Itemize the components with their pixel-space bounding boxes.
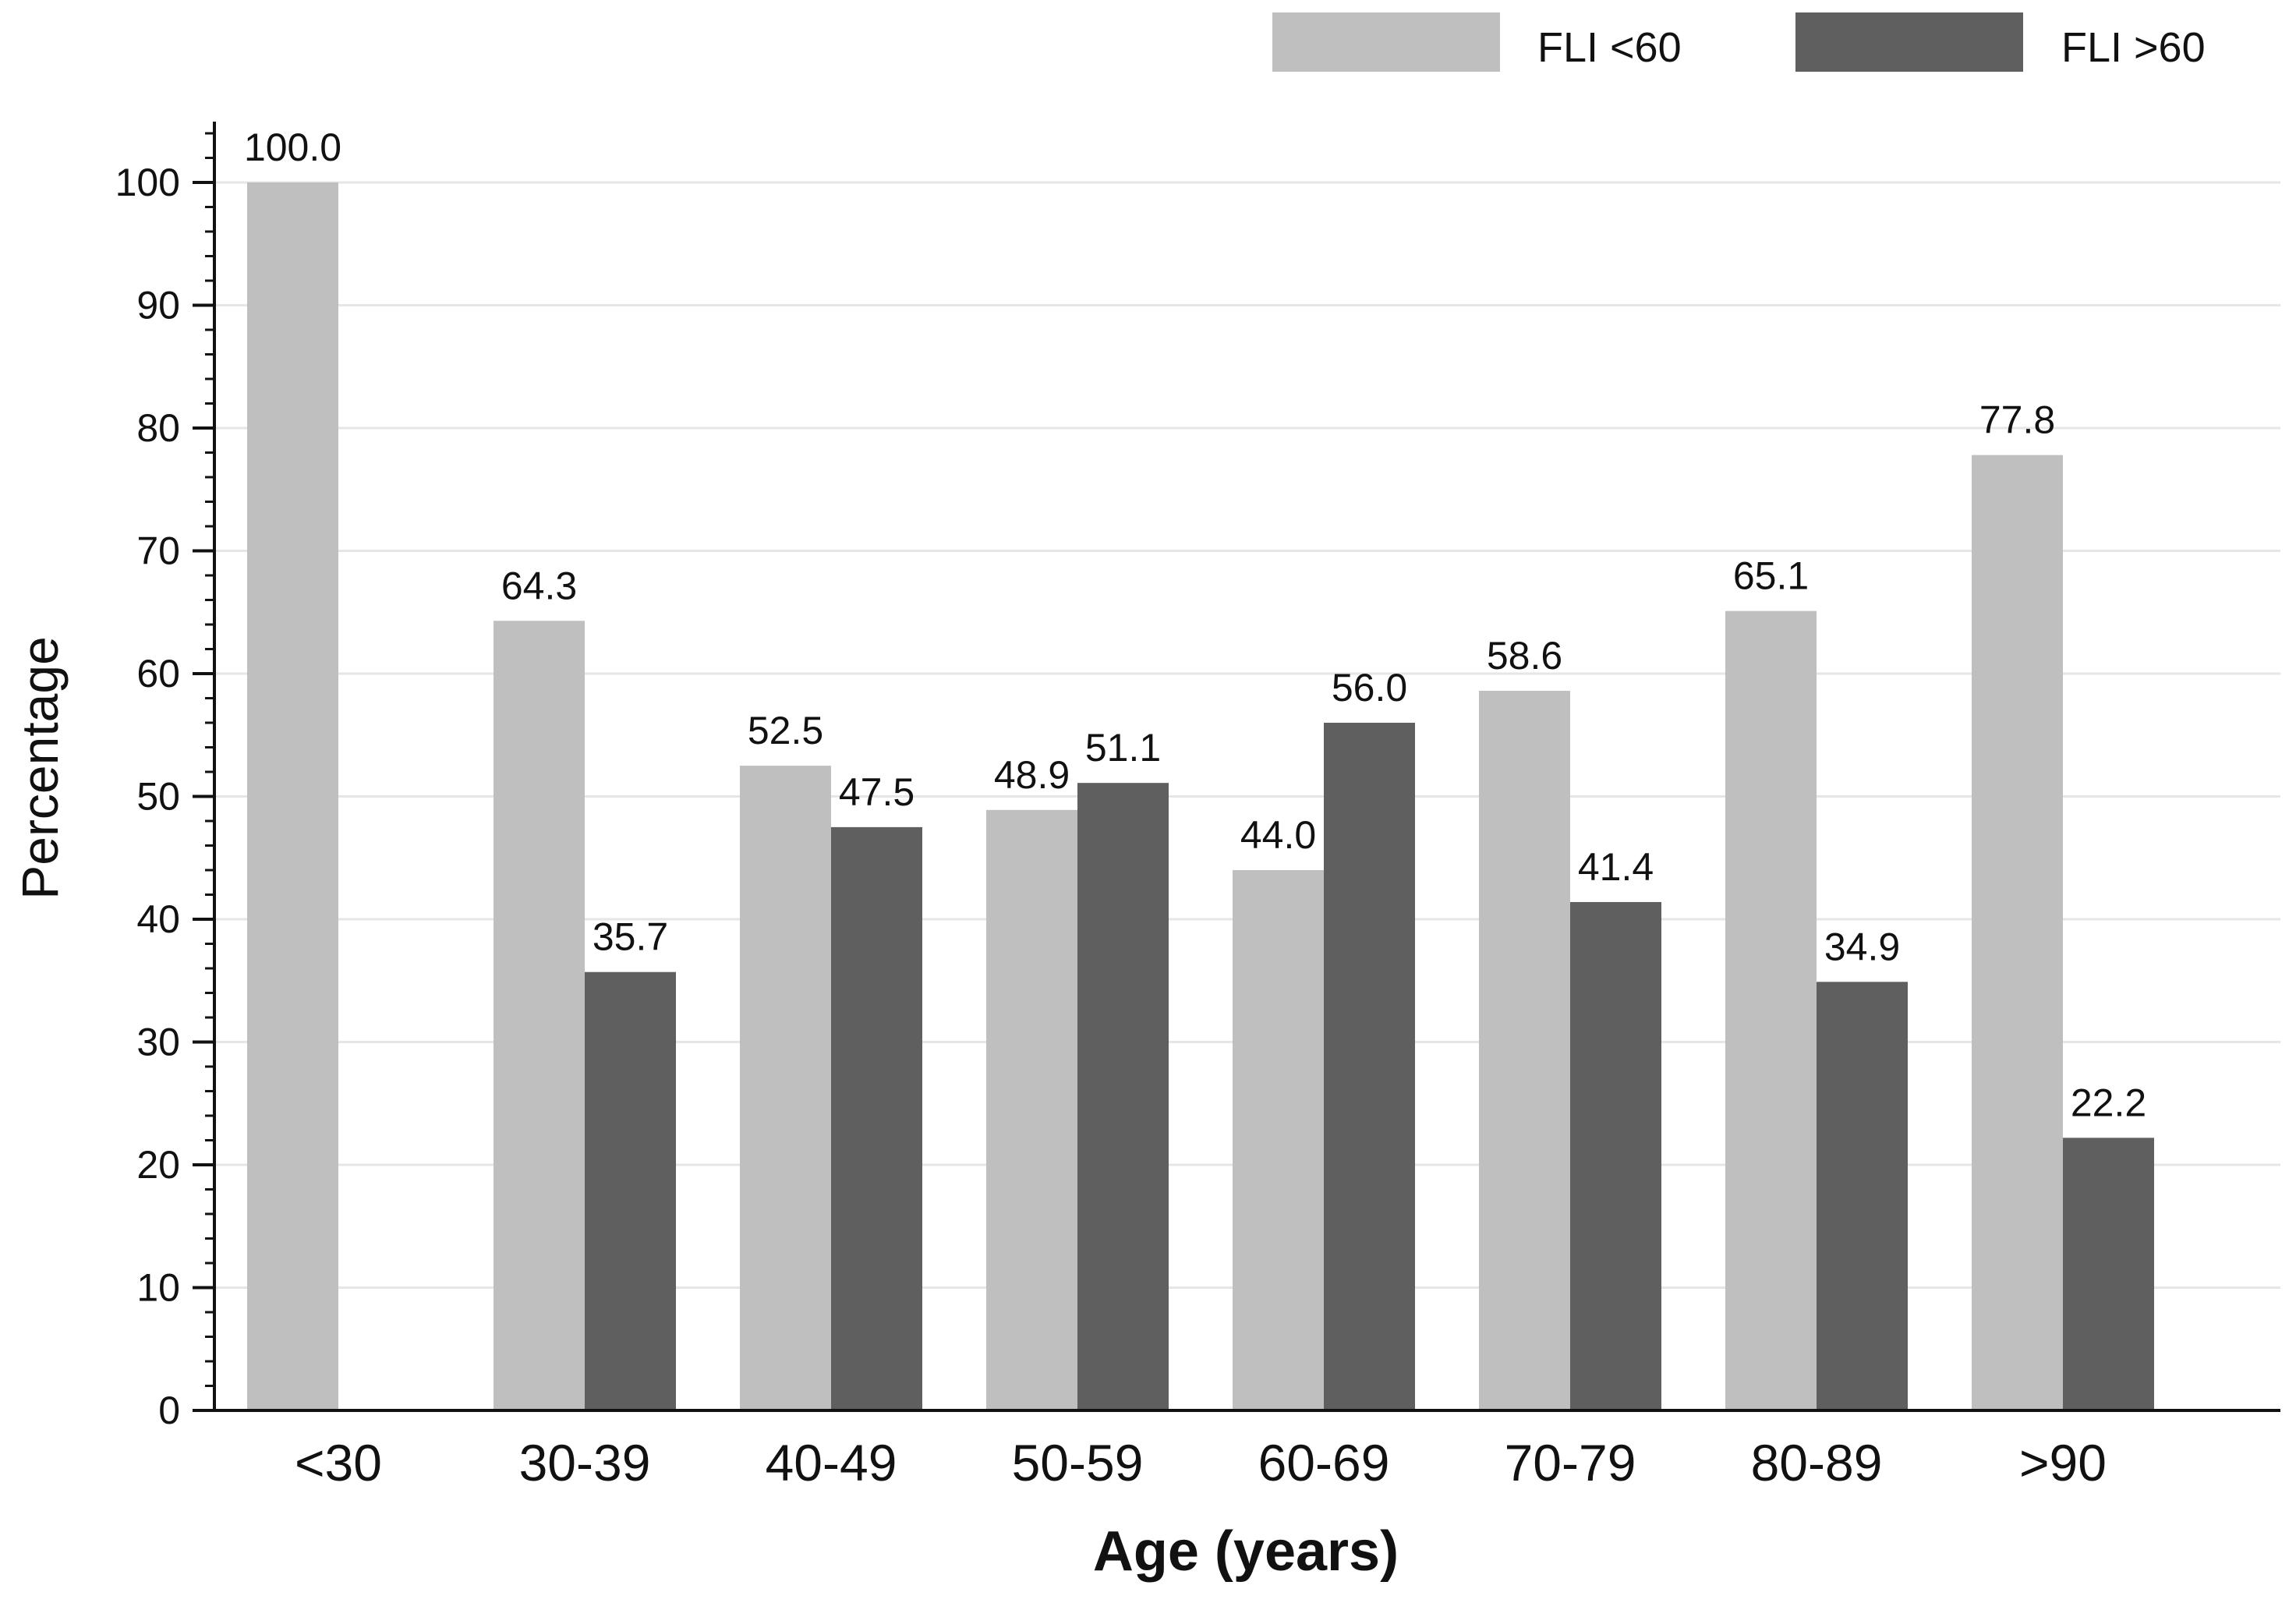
bar-fli-gt-60 xyxy=(1324,723,1415,1410)
x-category-label: 60-69 xyxy=(1258,1434,1390,1492)
y-tick-label: 70 xyxy=(136,529,180,573)
x-category-label: 40-49 xyxy=(766,1434,897,1492)
bar-value-label: 47.5 xyxy=(839,770,915,814)
x-category-label: 30-39 xyxy=(519,1434,651,1492)
bar-fli-lt-60 xyxy=(1233,870,1324,1410)
bar-value-label: 56.0 xyxy=(1332,666,1407,709)
bar-fli-gt-60 xyxy=(1570,901,1661,1410)
bar-value-label: 52.5 xyxy=(748,709,823,752)
bars xyxy=(247,182,2154,1410)
y-tick-label: 40 xyxy=(136,897,180,941)
bar-fli-lt-60 xyxy=(1972,455,2063,1410)
x-category-label: 80-89 xyxy=(1751,1434,1883,1492)
bar-value-label: 41.4 xyxy=(1578,845,1654,889)
legend-swatch-fli-gt-60 xyxy=(1795,12,2023,72)
y-tick-label: 0 xyxy=(158,1389,180,1432)
bar-value-label: 44.0 xyxy=(1240,813,1316,857)
bar-value-label: 100.0 xyxy=(244,126,341,169)
bar-value-label: 35.7 xyxy=(593,915,668,959)
bar-fli-lt-60 xyxy=(1725,610,1817,1410)
legend-swatch-fli-lt-60 xyxy=(1272,12,1500,72)
y-tick-label: 10 xyxy=(136,1266,180,1310)
y-axis-label: Percentage xyxy=(11,636,69,900)
bar-fli-gt-60 xyxy=(1817,982,1908,1410)
y-tick-label: 90 xyxy=(136,284,180,327)
bar-value-label: 64.3 xyxy=(501,564,577,607)
bar-fli-gt-60 xyxy=(585,971,676,1410)
x-category-label: 70-79 xyxy=(1505,1434,1636,1492)
bar-value-label: 48.9 xyxy=(994,753,1070,797)
bar-fli-lt-60 xyxy=(740,766,831,1410)
y-tick-label: 50 xyxy=(136,775,180,819)
x-axis-label: Age (years) xyxy=(1093,1520,1399,1583)
bar-fli-lt-60 xyxy=(494,621,585,1410)
y-tick-label: 20 xyxy=(136,1143,180,1187)
y-tick-label: 30 xyxy=(136,1021,180,1064)
bar-value-label: 65.1 xyxy=(1733,554,1809,598)
bar-fli-lt-60 xyxy=(247,182,338,1410)
legend-label-fli-lt-60: FLI <60 xyxy=(1537,24,1682,71)
bar-fli-lt-60 xyxy=(986,809,1077,1410)
y-tick-label: 60 xyxy=(136,652,180,695)
bar-value-label: 58.6 xyxy=(1487,634,1562,678)
x-category-label: >90 xyxy=(2019,1434,2107,1492)
bar-value-label: 77.8 xyxy=(1979,398,2055,442)
bar-fli-gt-60 xyxy=(831,826,922,1410)
bar-fli-gt-60 xyxy=(1077,783,1169,1410)
x-category-label: <30 xyxy=(295,1434,382,1492)
y-tick-label: 80 xyxy=(136,406,180,450)
legend-label-fli-gt-60: FLI >60 xyxy=(2061,24,2206,71)
value-labels: 100.0 64.3 52.5 48.9 44.0 58.6 65.1 77.8 35.7 47.… xyxy=(244,126,2146,1124)
bar-value-label: 22.2 xyxy=(2071,1081,2146,1124)
axes: 0 10 20 30 40 50 60 70 80 90 100 <30 30-39 40-49 50-59… xyxy=(115,122,2280,1492)
bar-fli-gt-60 xyxy=(2063,1138,2154,1410)
legend: FLI <60 FLI >60 xyxy=(1272,12,2206,72)
bar-value-label: 34.9 xyxy=(1824,925,1900,968)
bar-value-label: 51.1 xyxy=(1085,726,1161,770)
x-category-label: 50-59 xyxy=(1012,1434,1144,1492)
y-tick-label: 100 xyxy=(115,161,180,204)
bar-fli-lt-60 xyxy=(1479,691,1570,1410)
